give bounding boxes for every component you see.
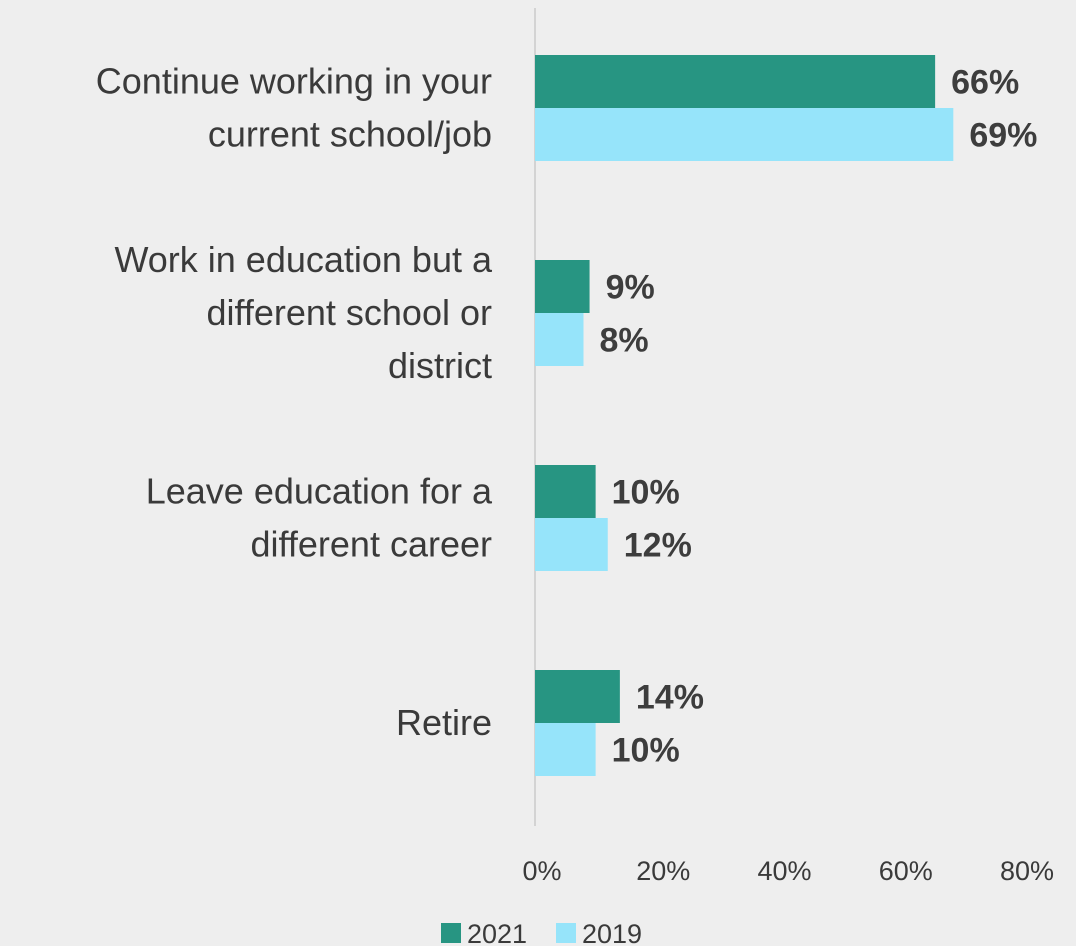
bar-2019-0: [535, 108, 954, 161]
bar-2021-1: [535, 260, 590, 313]
value-label-2021-1: 9%: [606, 269, 655, 307]
legend-label-2021: 2021: [467, 919, 527, 946]
bar-2021-0: [535, 55, 936, 108]
value-label-2019-0: 69%: [969, 117, 1037, 155]
bar-2019-1: [535, 313, 584, 366]
value-label-2019-2: 12%: [624, 527, 692, 565]
bar-2021-2: [535, 465, 596, 518]
x-tick-label-0: 0%: [522, 856, 561, 886]
value-label-2019-3: 10%: [612, 732, 680, 770]
legend-swatch-2019: [556, 923, 576, 943]
category-label-1-line-1: different school or: [206, 292, 492, 333]
legend-label-2019: 2019: [582, 919, 642, 946]
x-tick-label-1: 20%: [636, 856, 690, 886]
bar-2021-3: [535, 670, 620, 723]
value-label-2021-3: 14%: [636, 679, 704, 717]
x-tick-label-2: 40%: [757, 856, 811, 886]
category-label-3-line-0: Retire: [396, 702, 492, 743]
legend-swatch-2021: [441, 923, 461, 943]
value-label-2021-2: 10%: [612, 474, 680, 512]
x-tick-label-3: 60%: [879, 856, 933, 886]
bar-2019-3: [535, 723, 596, 776]
category-label-0-line-1: current school/job: [208, 114, 492, 155]
x-tick-label-4: 80%: [1000, 856, 1054, 886]
value-label-2021-0: 66%: [951, 64, 1019, 102]
category-label-2-line-0: Leave education for a: [146, 471, 493, 512]
category-label-0-line-0: Continue working in your: [96, 61, 492, 102]
category-label-2-line-1: different career: [251, 524, 492, 565]
category-label-1-line-0: Work in education but a: [114, 239, 493, 280]
value-label-2019-1: 8%: [600, 322, 649, 360]
bar-2019-2: [535, 518, 608, 571]
category-label-1-line-2: district: [388, 345, 492, 386]
